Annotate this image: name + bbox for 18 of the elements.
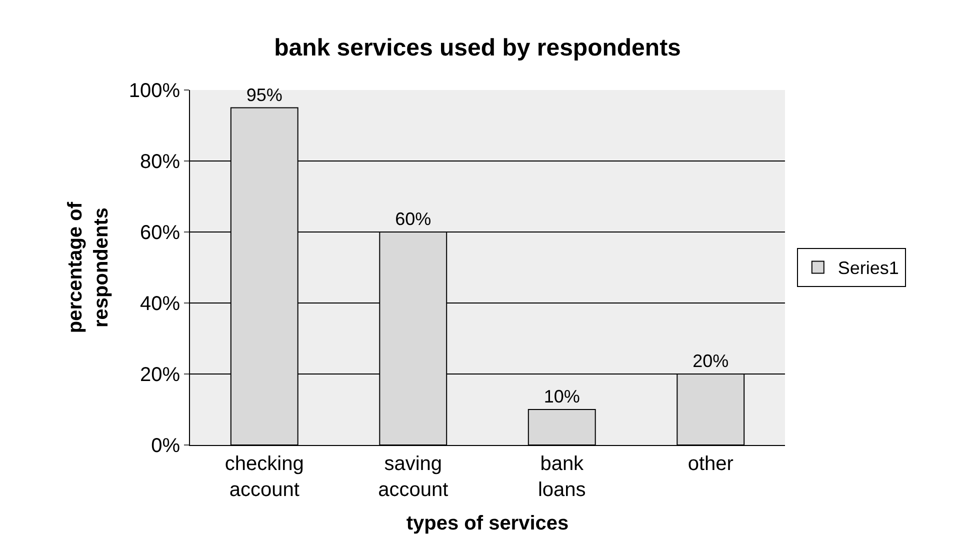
y-tick-label: 60% [140, 222, 180, 244]
legend-label: Series1 [838, 258, 899, 278]
y-tick-label: 0% [151, 435, 180, 457]
x-axis-title: types of services [406, 512, 569, 534]
x-tick-label: saving account [378, 453, 449, 501]
data-label: 20% [692, 351, 729, 371]
y-tick-label: 80% [140, 151, 180, 173]
x-tick-label: bank loans [538, 453, 586, 501]
data-label: 10% [544, 386, 580, 406]
y-tick-label: 20% [140, 364, 180, 386]
x-tick-label: checking account [224, 453, 304, 501]
y-tick-label: 100% [128, 80, 180, 102]
chart-title: bank services used by respondents [274, 34, 681, 62]
x-tick-label: other [688, 453, 734, 475]
data-label: 60% [395, 209, 432, 229]
data-label: 95% [246, 84, 282, 105]
y-axis-title: percentage of respondents [64, 202, 112, 334]
y-tick-label: 40% [140, 293, 180, 315]
